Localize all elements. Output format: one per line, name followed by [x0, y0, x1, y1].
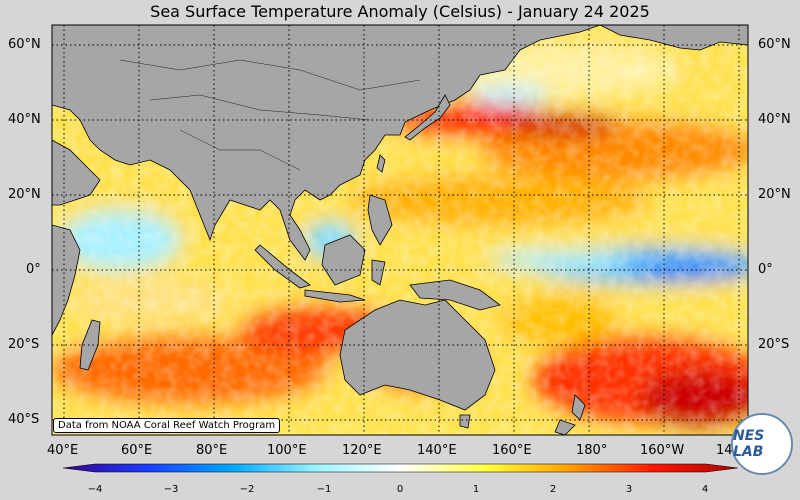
lat-label-left: 40°S: [8, 412, 40, 427]
colorbar-tick: −1: [316, 484, 332, 495]
lon-label: 120°E: [342, 443, 382, 458]
lon-label: 140°E: [417, 443, 457, 458]
lat-label-right: 20°N: [758, 187, 791, 202]
lat-label-left: 40°N: [8, 112, 41, 127]
lon-label: 100°E: [267, 443, 307, 458]
colorbar-tick: −4: [87, 484, 103, 495]
lon-label: 160°W: [640, 443, 685, 458]
lat-label-right: 0°: [758, 262, 773, 277]
attribution-label: Data from NOAA Coral Reef Watch Program: [53, 418, 281, 433]
colorbar-tick: 3: [625, 484, 633, 495]
lon-label: 40°E: [47, 443, 79, 458]
colorbar-tick: 2: [549, 484, 557, 495]
lon-label: 180°: [576, 443, 608, 458]
lon-label: 80°E: [196, 443, 228, 458]
lat-label-left: 0°: [26, 262, 41, 277]
graticule: [52, 25, 748, 435]
colorbar-tick: 0: [396, 484, 404, 495]
lat-label-right: 40°N: [758, 112, 791, 127]
lat-label-right: 60°N: [758, 37, 791, 52]
colorbar-tick: 4: [701, 484, 709, 495]
map-area: [52, 25, 748, 435]
lon-label: 60°E: [121, 443, 153, 458]
lon-label: 160°E: [492, 443, 532, 458]
nes-lab-logo: NES LAB: [731, 413, 793, 475]
lat-label-left: 20°S: [8, 337, 40, 352]
colorbar: [62, 463, 739, 473]
map-title: Sea Surface Temperature Anomaly (Celsius…: [150, 2, 650, 21]
colorbar-tick: −2: [239, 484, 255, 495]
colorbar-tick: 1: [472, 484, 480, 495]
lat-label-left: 60°N: [8, 37, 41, 52]
lat-label-right: 20°S: [758, 337, 790, 352]
lat-label-left: 20°N: [8, 187, 41, 202]
land-masses: [52, 25, 748, 435]
nes-lab-logo-text: NES LAB: [733, 428, 765, 460]
colorbar-tick: −3: [163, 484, 179, 495]
